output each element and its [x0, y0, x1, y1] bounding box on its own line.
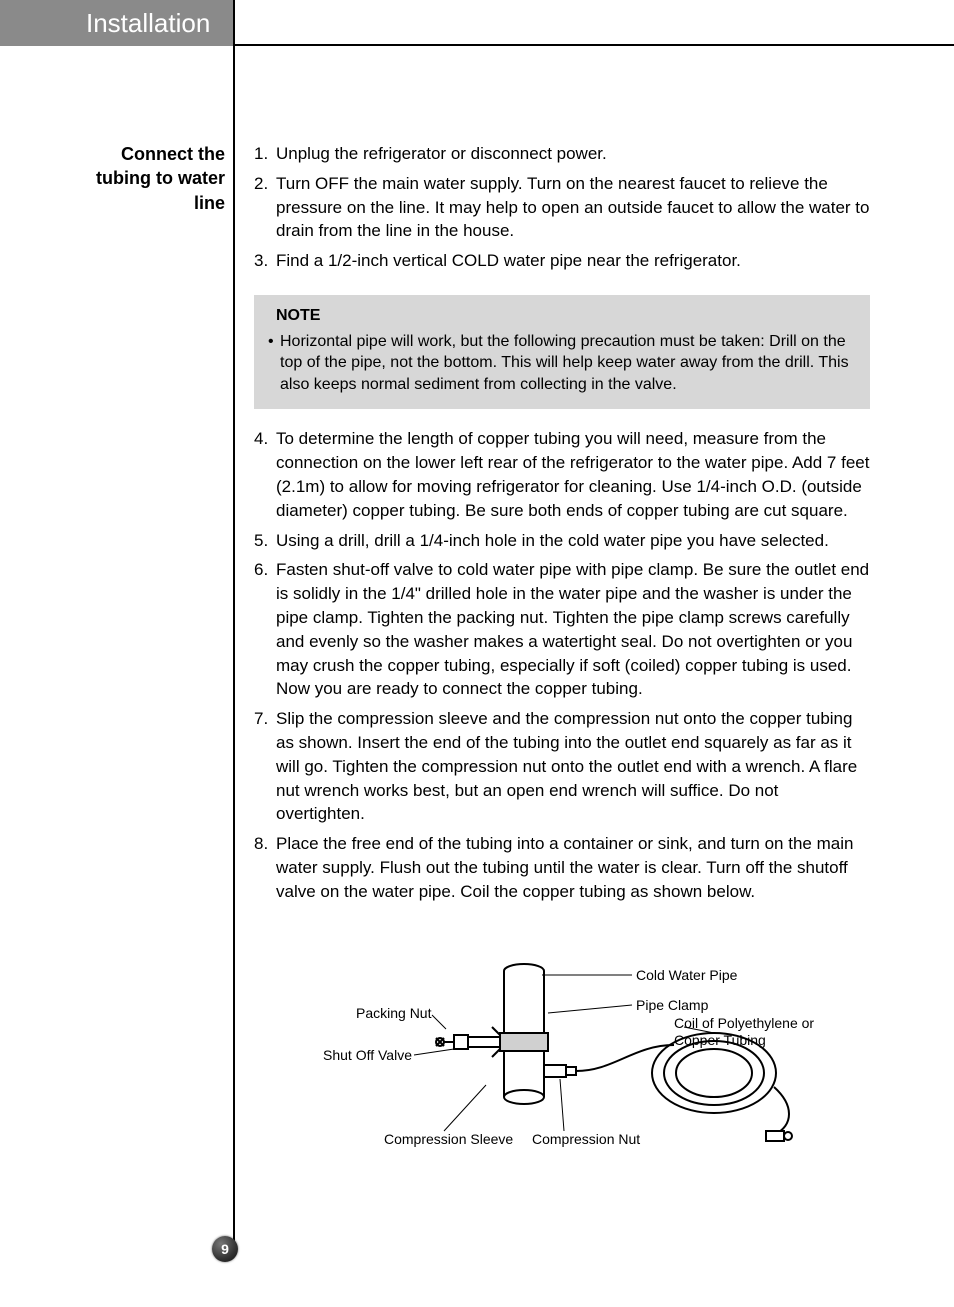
step-text: Place the free end of the tubing into a …: [276, 832, 870, 903]
label-shut-off-valve: Shut Off Valve: [320, 1047, 412, 1063]
step-item: 6.Fasten shut-off valve to cold water pi…: [254, 558, 870, 701]
side-heading: Connect the tubing to water line: [70, 142, 225, 215]
step-number: 5.: [254, 529, 276, 553]
step-number: 4.: [254, 427, 276, 522]
step-item: 4.To determine the length of copper tubi…: [254, 427, 870, 522]
section-tab-label: Installation: [86, 8, 210, 39]
page-number: 9: [221, 1241, 229, 1257]
step-item: 8.Place the free end of the tubing into …: [254, 832, 870, 903]
note-text: Horizontal pipe will work, but the follo…: [280, 331, 856, 396]
vertical-divider: [233, 0, 235, 1250]
step-text: Using a drill, drill a 1/4-inch hole in …: [276, 529, 870, 553]
label-pipe-clamp: Pipe Clamp: [636, 997, 708, 1013]
step-text: Turn OFF the main water supply. Turn on …: [276, 172, 870, 243]
step-number: 1.: [254, 142, 276, 166]
note-title: NOTE: [276, 305, 856, 327]
label-compression-nut: Compression Nut: [532, 1131, 640, 1147]
step-item: 1.Unplug the refrigerator or disconnect …: [254, 142, 870, 166]
page-number-badge: 9: [212, 1236, 238, 1262]
step-item: 3.Find a 1/2-inch vertical COLD water pi…: [254, 249, 870, 273]
step-text: To determine the length of copper tubing…: [276, 427, 870, 522]
steps-list-a: 1.Unplug the refrigerator or disconnect …: [254, 142, 870, 273]
label-compression-sleeve: Compression Sleeve: [384, 1131, 513, 1147]
step-item: 2.Turn OFF the main water supply. Turn o…: [254, 172, 870, 243]
step-text: Slip the compression sleeve and the comp…: [276, 707, 870, 826]
step-number: 7.: [254, 707, 276, 826]
step-number: 6.: [254, 558, 276, 701]
section-tab: Installation: [0, 0, 235, 46]
step-number: 2.: [254, 172, 276, 243]
label-coil: Coil of Polyethylene or Copper Tubing: [674, 1015, 834, 1049]
step-number: 3.: [254, 249, 276, 273]
step-text: Find a 1/2-inch vertical COLD water pipe…: [276, 249, 870, 273]
step-item: 5.Using a drill, drill a 1/4-inch hole i…: [254, 529, 870, 553]
step-text: Fasten shut-off valve to cold water pipe…: [276, 558, 870, 701]
step-item: 7.Slip the compression sleeve and the co…: [254, 707, 870, 826]
step-number: 8.: [254, 832, 276, 903]
steps-list-b: 4.To determine the length of copper tubi…: [254, 427, 870, 903]
content-body: 1.Unplug the refrigerator or disconnect …: [254, 142, 870, 910]
label-cold-water-pipe: Cold Water Pipe: [636, 967, 737, 983]
bullet-icon: •: [268, 331, 280, 396]
installation-figure: Cold Water Pipe Pipe Clamp Coil of Polye…: [254, 955, 874, 1175]
note-box: NOTE • Horizontal pipe will work, but th…: [254, 295, 870, 409]
header-rule: [235, 44, 954, 46]
step-text: Unplug the refrigerator or disconnect po…: [276, 142, 870, 166]
label-packing-nut: Packing Nut: [356, 1005, 430, 1021]
